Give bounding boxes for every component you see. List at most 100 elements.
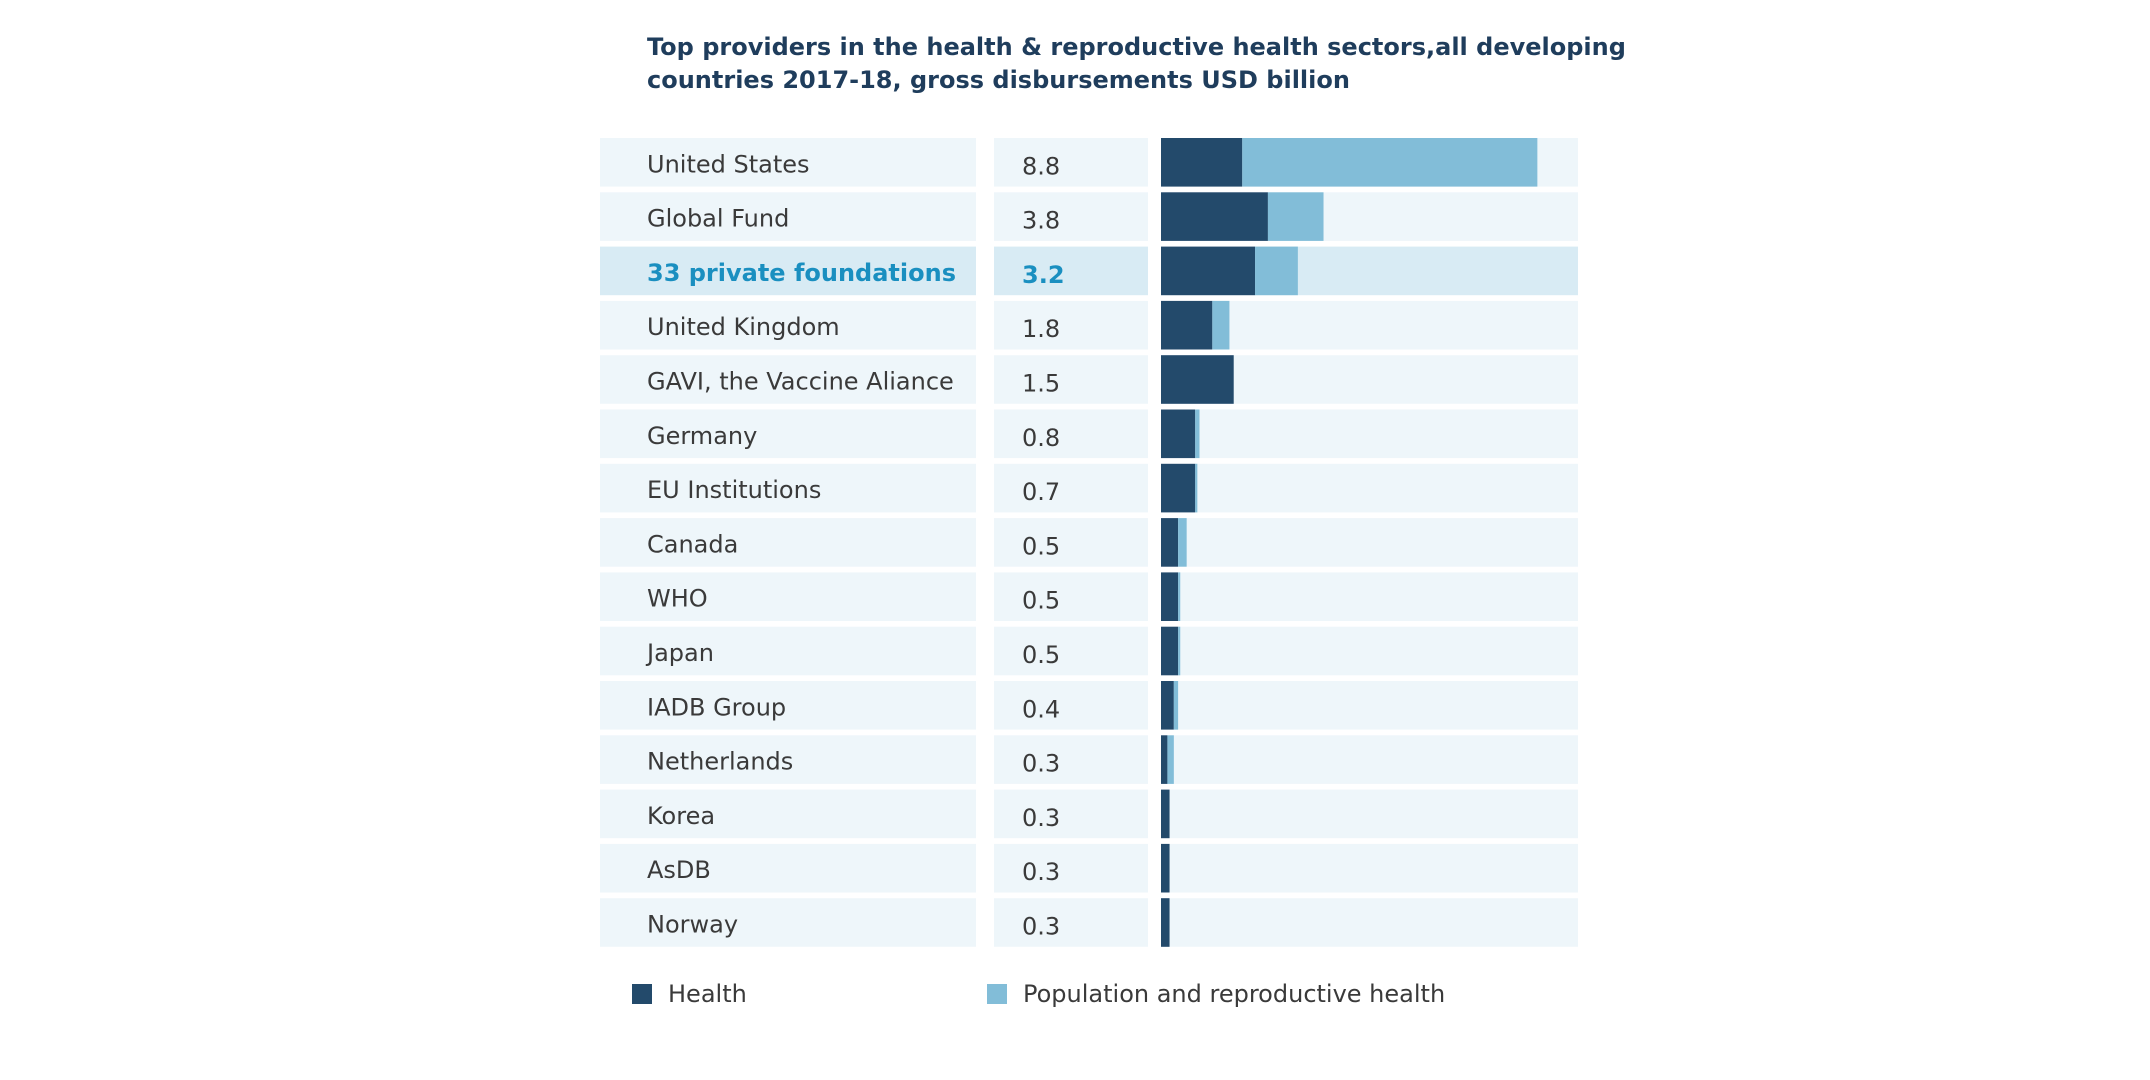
bar-segment [1161,246,1256,296]
row-background [600,300,976,350]
row-background [1161,518,1578,567]
row-background [600,409,976,459]
value-label: 1.8 [1022,315,1060,343]
chart-title: countries 2017-18, gross disbursements U… [647,66,1350,94]
row-background [1161,681,1578,730]
row-background [994,409,1148,459]
bar-segment [1255,246,1298,296]
row-background [1161,789,1578,839]
bar-segment [1161,843,1170,893]
chart-title: Top providers in the health & reproducti… [647,33,1626,61]
row-background [994,246,1148,296]
category-label: Japan [645,639,714,667]
bar-segment [1212,300,1230,350]
row-background [994,518,1148,567]
value-label: 0.8 [1022,424,1060,452]
value-label: 3.2 [1022,261,1065,289]
bar-segment [1161,192,1268,241]
bar-segment [1242,138,1538,187]
category-label: AsDB [647,856,711,884]
category-label: United Kingdom [647,313,840,341]
bar-segment [1161,898,1170,947]
row-background [600,518,976,567]
value-label: 0.5 [1022,532,1060,560]
row-background [600,463,976,513]
value-label: 0.3 [1022,804,1060,832]
row-background [600,355,976,404]
bar-segment [1195,463,1198,513]
category-label: Germany [647,422,757,450]
value-label: 0.3 [1022,858,1060,886]
category-label: United States [647,150,810,178]
bar-segment [1178,626,1181,676]
bar-segment [1161,572,1179,621]
category-label: Canada [647,530,738,558]
bar-segment [1161,409,1196,459]
bar-segment [1161,355,1234,404]
value-label: 1.5 [1022,370,1060,398]
row-background [994,789,1148,839]
bar-segment [1178,518,1187,567]
bar-segment [1161,518,1179,567]
bar-segment [1173,681,1179,730]
row-background [994,463,1148,513]
row-background [994,138,1148,187]
row-background [600,843,976,893]
category-label: Global Fund [647,205,789,233]
bar-segment [1167,735,1174,784]
bar-segment [1161,789,1170,839]
row-background [994,735,1148,784]
row-background [600,898,976,947]
legend-label: Health [668,980,747,1008]
row-background [1161,572,1578,621]
row-background [994,626,1148,676]
category-label: Korea [647,802,715,830]
category-label: GAVI, the Vaccine Aliance [647,368,954,396]
row-background [994,843,1148,893]
value-label: 0.7 [1022,478,1060,506]
category-label: 33 private foundations [647,259,956,287]
row-background [1161,735,1578,784]
bar-segment [1161,138,1243,187]
bar-segment [1178,572,1181,621]
row-background [1161,843,1578,893]
row-background [1161,626,1578,676]
value-label: 3.8 [1022,207,1060,235]
bar-segment [1267,192,1324,241]
row-background [600,626,976,676]
row-background [600,138,976,187]
row-background [600,572,976,621]
category-label: EU Institutions [647,476,821,504]
row-background [600,735,976,784]
bar-segment [1161,626,1179,676]
value-label: 0.3 [1022,750,1060,778]
row-background [600,246,976,296]
legend-label: Population and reproductive health [1023,980,1445,1008]
row-background [1161,409,1578,459]
row-background [600,192,976,241]
row-background [1161,898,1578,947]
category-label: WHO [647,585,708,613]
bar-segment [1161,463,1196,513]
value-label: 8.8 [1022,152,1060,180]
bar-segment [1161,681,1174,730]
value-label: 0.5 [1022,587,1060,615]
row-background [994,300,1148,350]
row-background [600,789,976,839]
bar-segment [1161,300,1213,350]
legend-swatch [632,984,652,1004]
value-label: 0.5 [1022,641,1060,669]
row-background [994,898,1148,947]
category-label: Norway [647,911,738,939]
legend-swatch [987,984,1007,1004]
row-background [1161,463,1578,513]
row-background [994,572,1148,621]
row-background [1161,300,1578,350]
row-background [600,681,976,730]
row-background [994,192,1148,241]
value-label: 0.4 [1022,695,1060,723]
value-label: 0.3 [1022,913,1060,941]
category-label: Netherlands [647,748,793,776]
row-background [994,355,1148,404]
